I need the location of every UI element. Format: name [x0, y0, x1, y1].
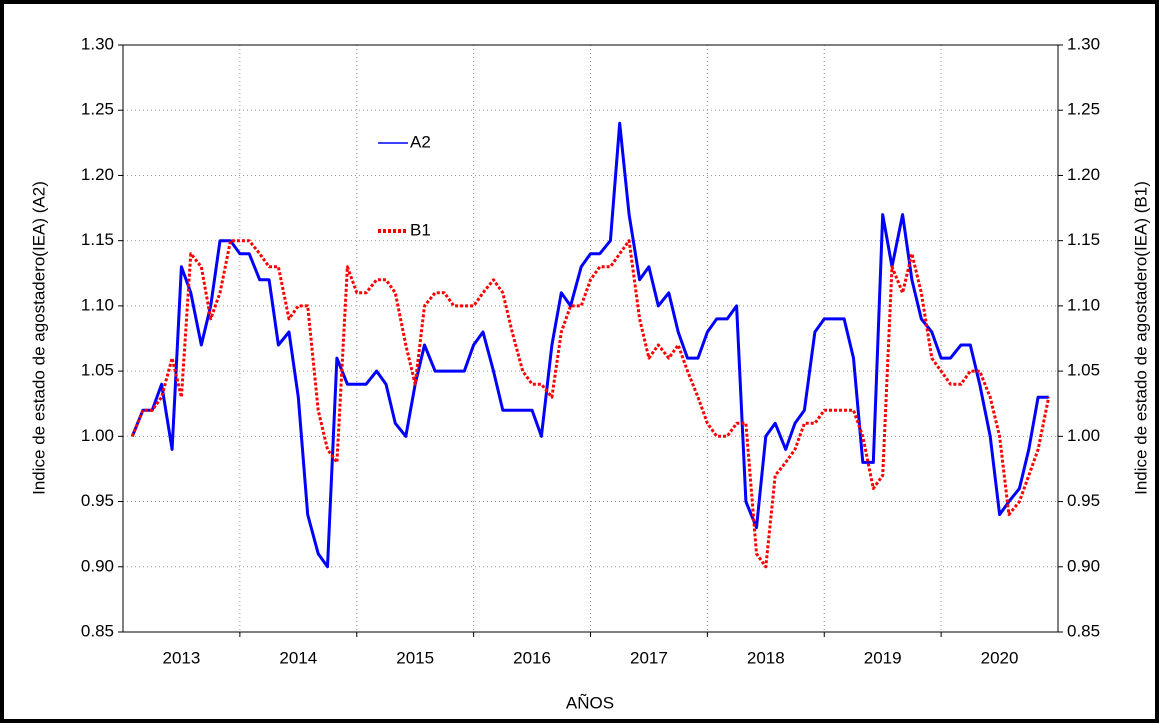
y2-tick-label: 0.90: [1067, 556, 1100, 575]
series-line: [130, 121, 1049, 569]
x-tick-label: 2017: [630, 648, 668, 667]
y-tick-label: 1.30: [81, 34, 114, 53]
series-line: [130, 239, 1051, 569]
y-tick-label: 0.95: [81, 491, 114, 510]
legend-label: A2: [410, 132, 431, 151]
y-tick-label: 1.20: [81, 165, 114, 184]
y-tick-label: 1.15: [81, 230, 114, 249]
y2-tick-label: 1.25: [1067, 100, 1100, 119]
y2-tick-label: 0.85: [1067, 621, 1100, 640]
y-tick-label: 1.00: [81, 426, 114, 445]
y2-tick-label: 1.00: [1067, 426, 1100, 445]
y2-axis-label: Indice de estado de agostadero(IEA) (B1): [1131, 181, 1150, 495]
y-tick-label: 0.85: [81, 621, 114, 640]
x-tick-label: 2015: [396, 648, 434, 667]
y-tick-label: 1.05: [81, 361, 114, 380]
x-tick-label: 2014: [279, 648, 317, 667]
y2-tick-label: 1.05: [1067, 361, 1100, 380]
y2-tick-label: 0.95: [1067, 491, 1100, 510]
y-tick-label: 1.25: [81, 100, 114, 119]
x-tick-label: 2013: [163, 648, 201, 667]
x-axis-label: AÑOS: [566, 693, 614, 712]
y-tick-label: 0.90: [81, 556, 114, 575]
y2-tick-label: 1.10: [1067, 295, 1100, 314]
x-tick-label: 2019: [864, 648, 902, 667]
x-tick-label: 2018: [747, 648, 785, 667]
x-tick-label: 2016: [513, 648, 551, 667]
y2-tick-label: 1.15: [1067, 230, 1100, 249]
y-tick-label: 1.10: [81, 295, 114, 314]
plot-area: [122, 44, 1059, 633]
x-tick-label: 2020: [981, 648, 1019, 667]
y2-tick-label: 1.20: [1067, 165, 1100, 184]
y-axis-label: Indice de estado de agostadero(IEA) (A2): [29, 181, 48, 495]
legend-label: B1: [410, 220, 431, 239]
y2-tick-label: 1.30: [1067, 34, 1100, 53]
